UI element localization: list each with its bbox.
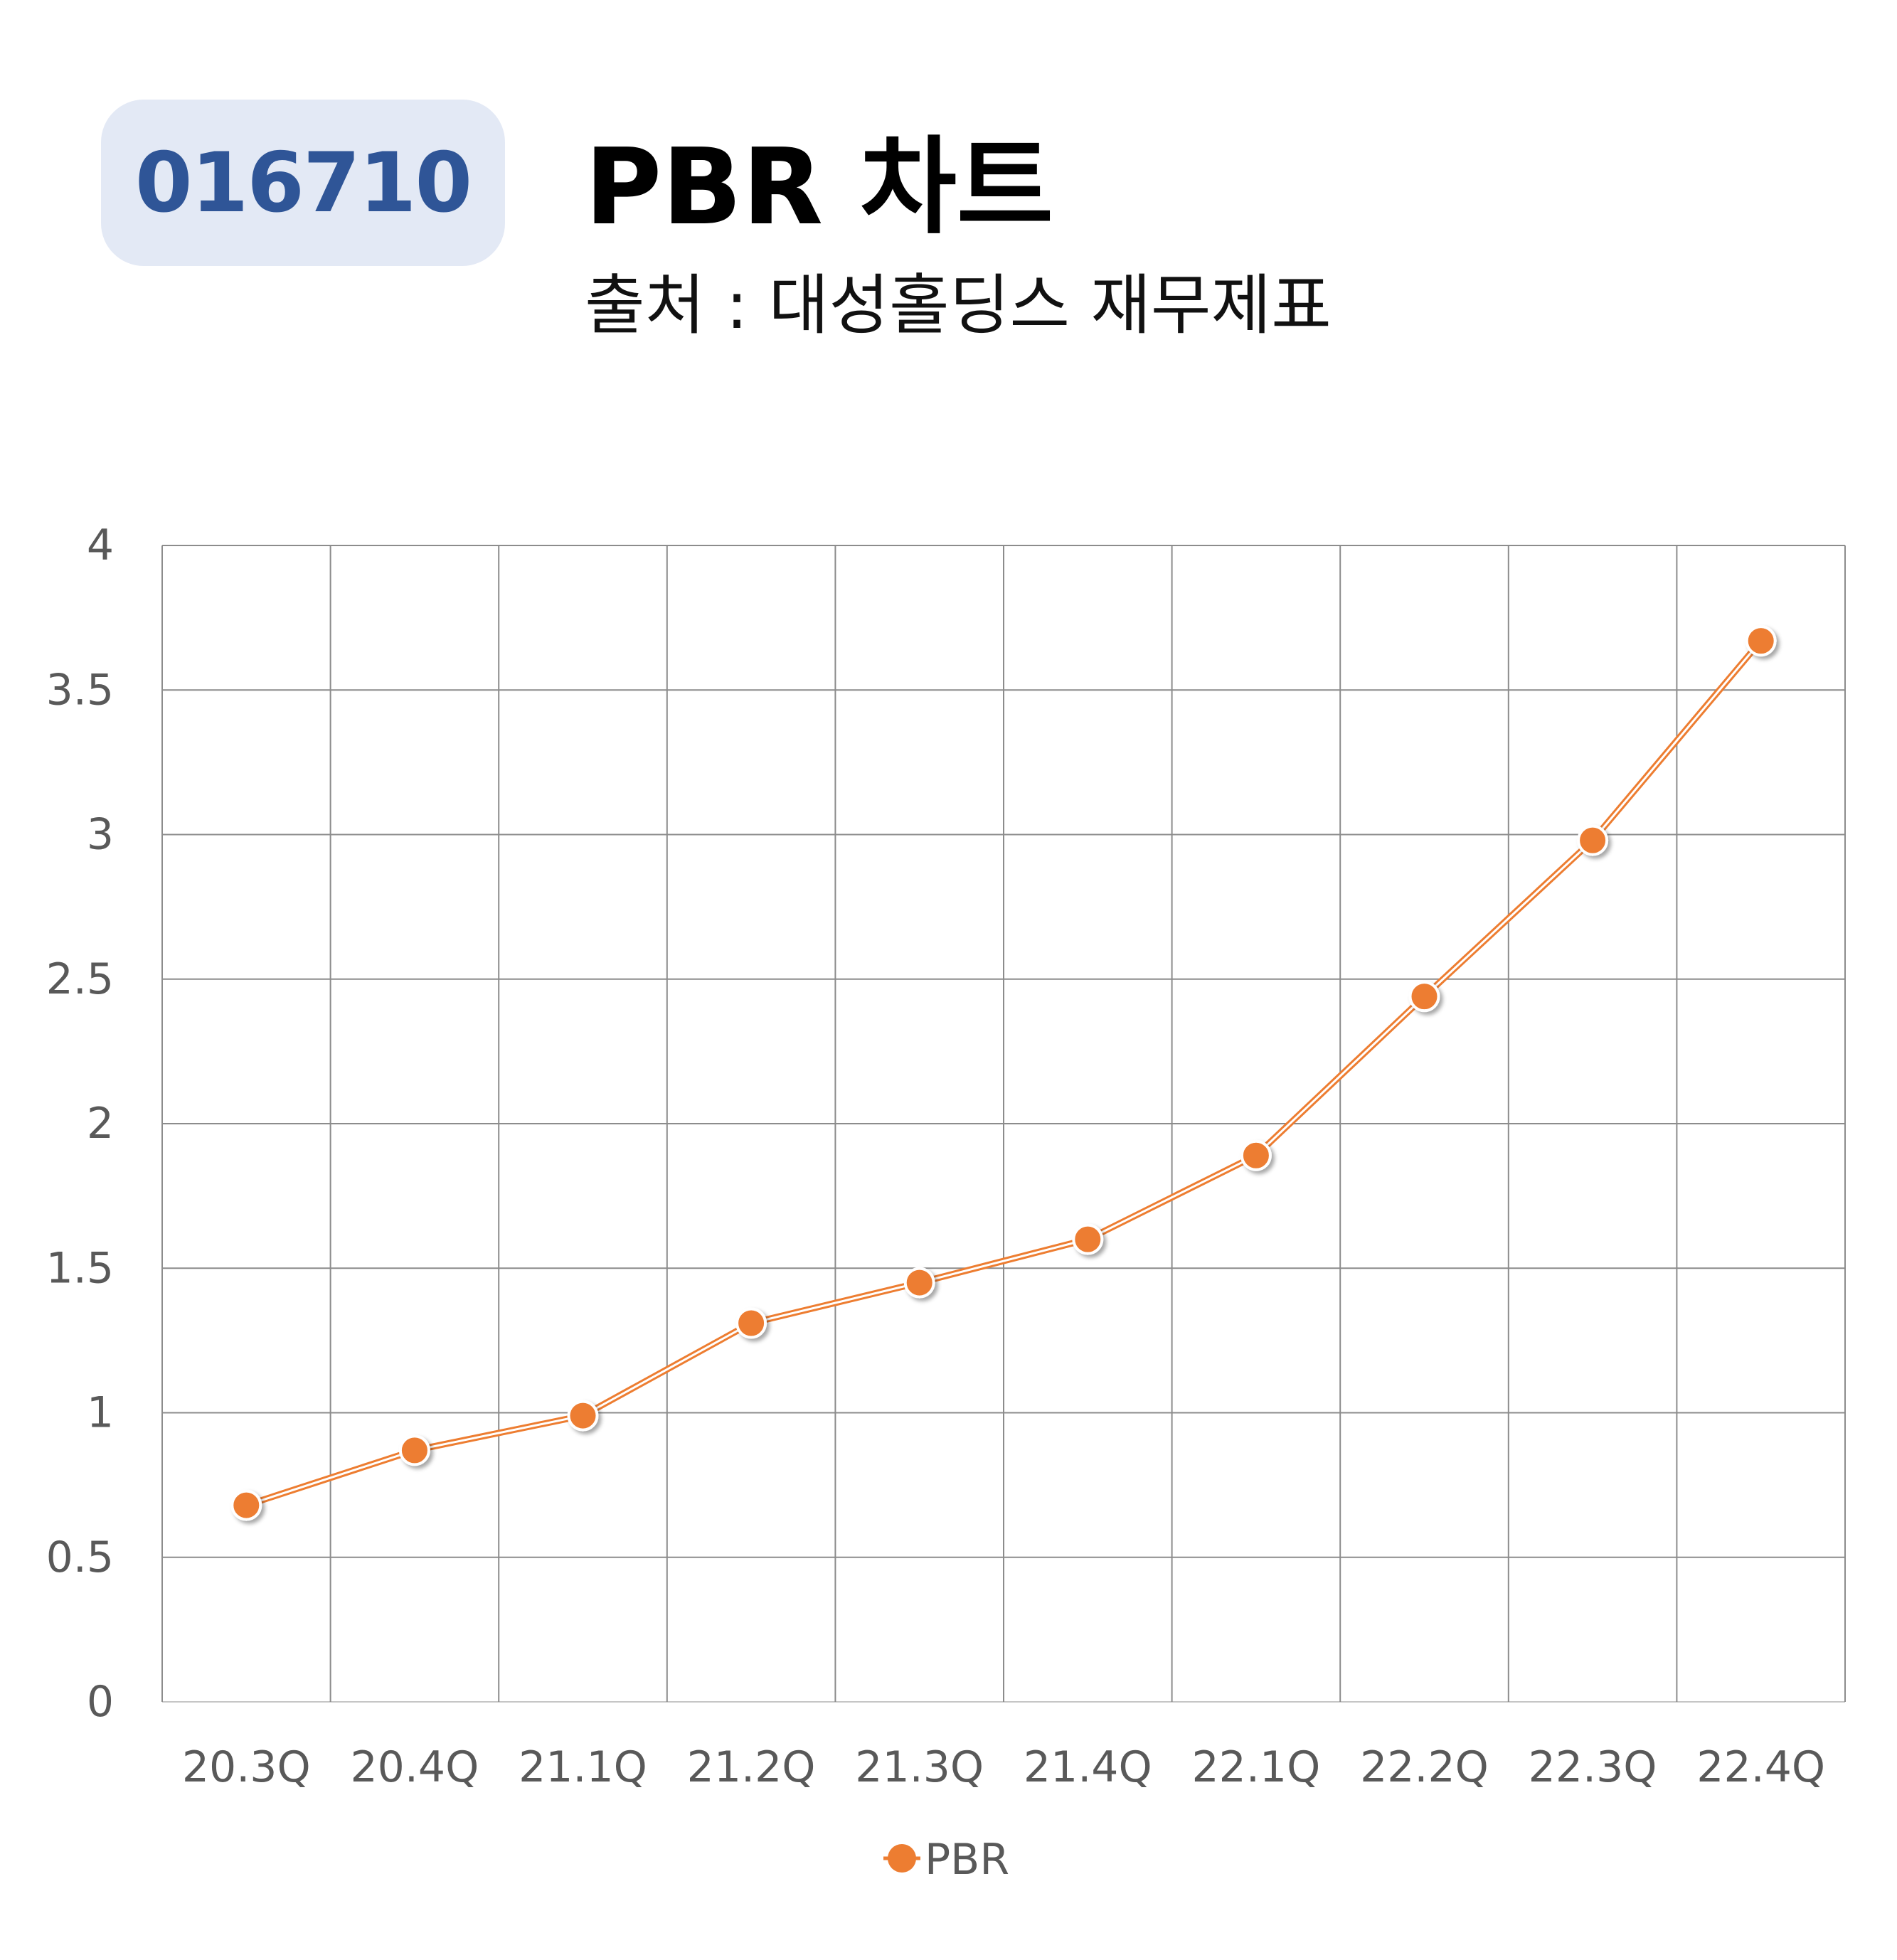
x-tick-label: 21.1Q: [519, 1742, 647, 1792]
y-tick-label: 3.5: [46, 665, 114, 715]
x-tick-label: 20.4Q: [350, 1742, 479, 1792]
stock-code: 016710: [134, 134, 472, 231]
data-point: [1577, 824, 1609, 856]
y-tick-label: 1.5: [46, 1243, 114, 1293]
legend-label: PBR: [925, 1835, 1009, 1885]
y-tick-label: 4: [87, 521, 114, 570]
x-tick-label: 22.4Q: [1696, 1742, 1825, 1792]
data-point: [1240, 1139, 1272, 1171]
data-point: [903, 1267, 935, 1299]
data-point: [398, 1434, 430, 1466]
series-pbr: [230, 625, 1777, 1521]
data-point: [1745, 625, 1777, 657]
x-tick-label: 22.1Q: [1191, 1742, 1320, 1792]
y-tick-label: 2.5: [46, 954, 114, 1004]
x-tick-label: 21.2Q: [687, 1742, 816, 1792]
y-tick-label: 0.5: [46, 1533, 114, 1582]
data-point: [567, 1400, 599, 1432]
x-axis-ticks: 20.3Q 20.4Q 21.1Q 21.2Q 21.3Q 21.4Q 22.1Q 22.2Q…: [182, 1742, 1825, 1792]
x-tick-label: 20.3Q: [182, 1742, 311, 1792]
x-tick-label: 21.3Q: [855, 1742, 984, 1792]
series-line-inner: [245, 639, 1763, 1507]
legend: PBR: [883, 1835, 1009, 1885]
chart-subtitle: 출처 : 대성홀딩스 재무제표: [585, 267, 1332, 343]
y-tick-label: 3: [87, 810, 114, 860]
x-tick-label: 22.2Q: [1360, 1742, 1489, 1792]
data-point: [1408, 981, 1440, 1013]
legend-marker: [888, 1844, 916, 1873]
chart-title: PBR 차트: [585, 126, 1054, 248]
stock-code-badge: 016710: [101, 100, 505, 266]
data-point: [735, 1307, 767, 1339]
y-tick-label: 2: [87, 1099, 114, 1149]
y-tick-label: 1: [87, 1388, 114, 1438]
y-tick-label: 0: [87, 1677, 114, 1727]
data-point: [230, 1489, 262, 1521]
grid-lines: [161, 545, 1846, 1703]
y-axis-ticks: 0 0.5 1 1.5 2 2.5 3 3.5 4: [46, 521, 114, 1727]
x-tick-label: 22.3Q: [1529, 1742, 1657, 1792]
data-point: [1072, 1223, 1104, 1255]
x-tick-label: 21.4Q: [1024, 1742, 1152, 1792]
